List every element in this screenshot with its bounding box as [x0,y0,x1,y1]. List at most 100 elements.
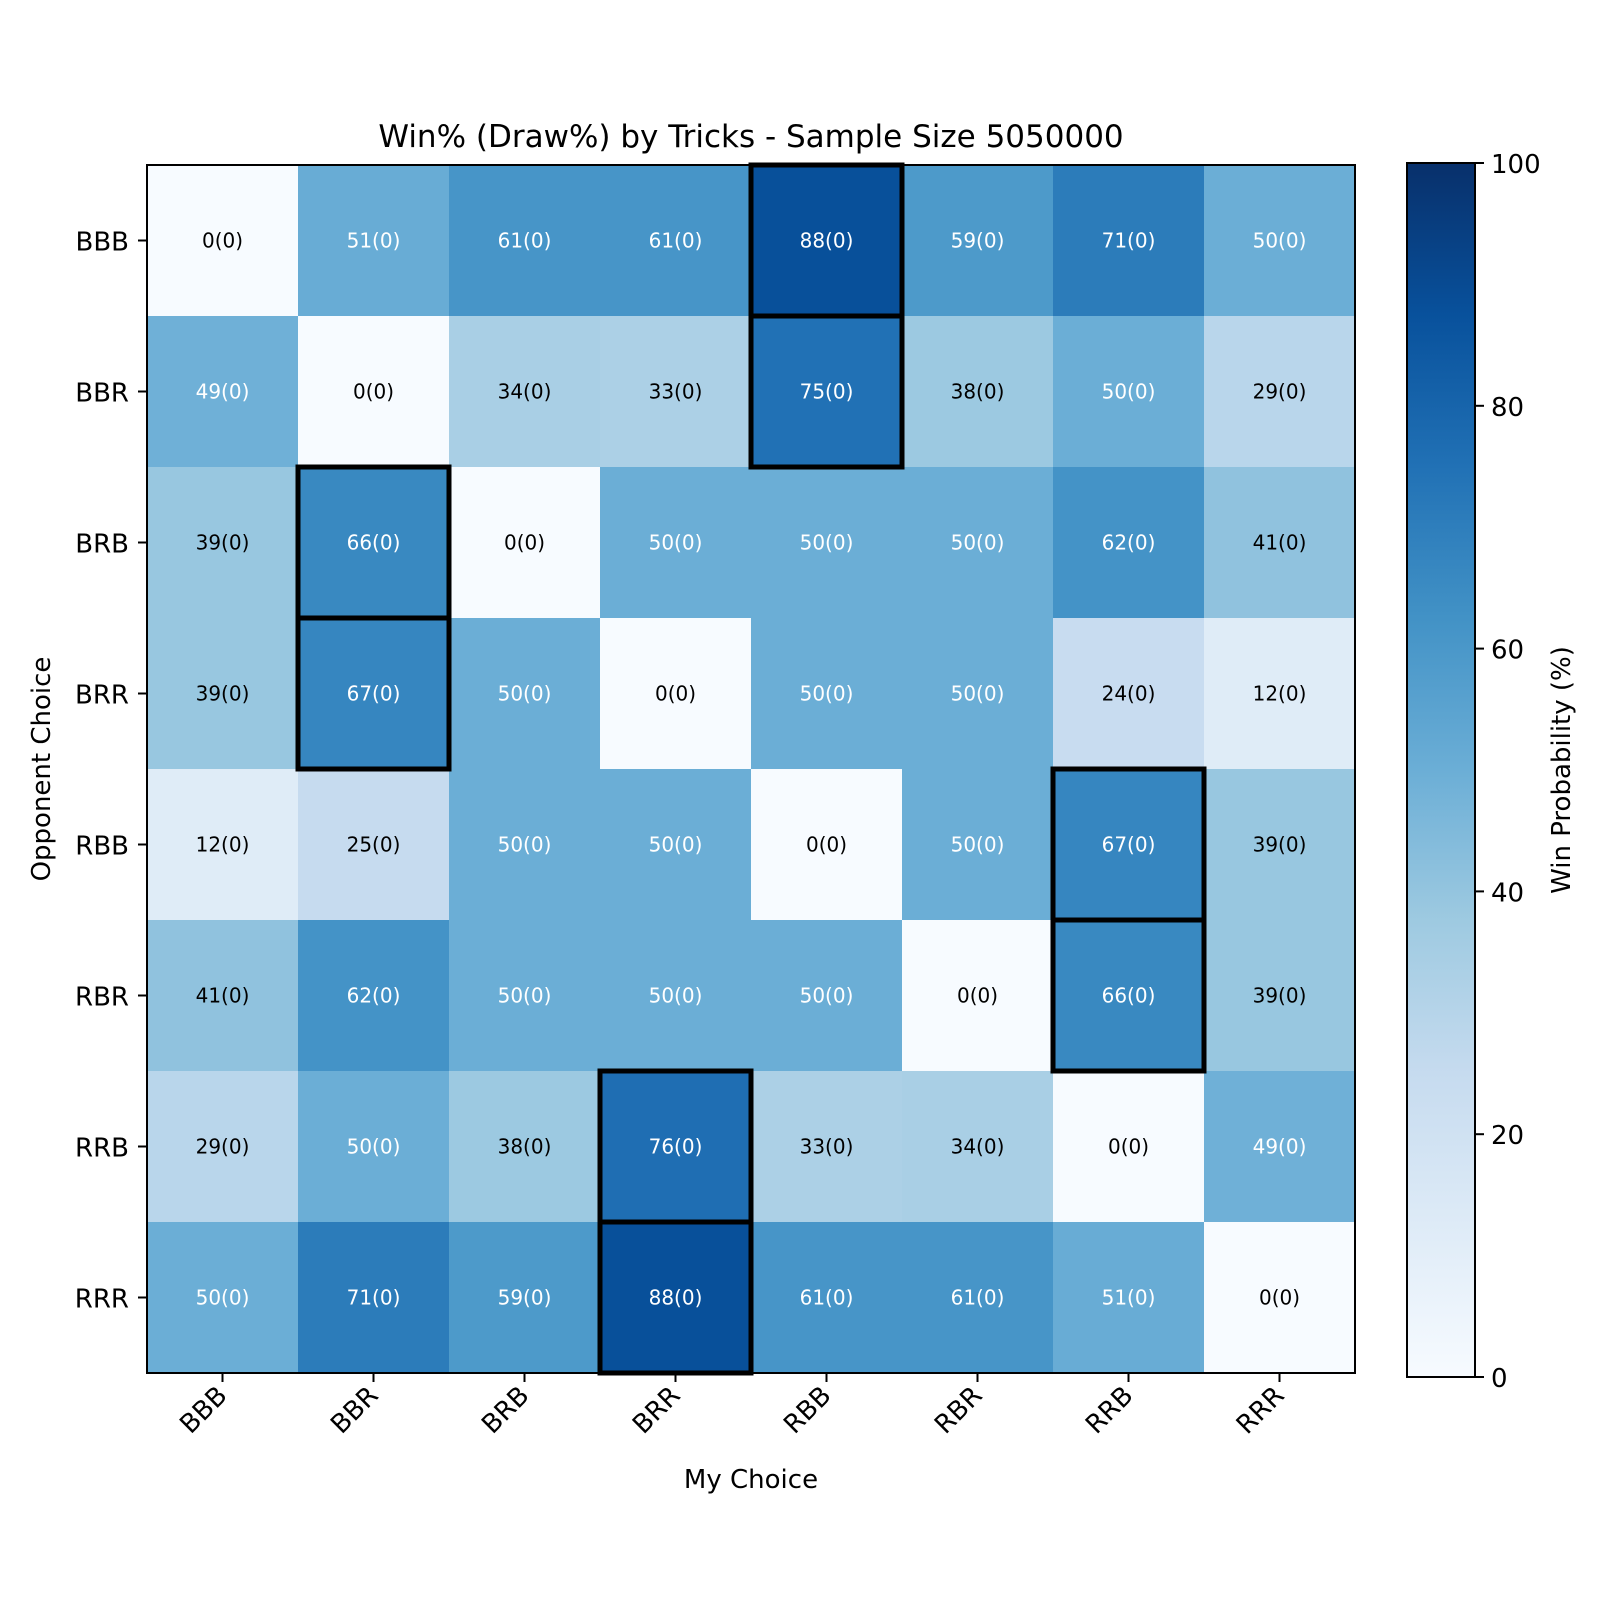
cell-value-label: 61(0) [800,1286,854,1310]
cell-value-label: 41(0) [196,984,250,1008]
heatmap-cell [751,920,903,1072]
heatmap-cell [1204,165,1356,317]
cell-value-label: 66(0) [1102,984,1156,1008]
heatmap-cells: 0(0) 51(0) 61(0) 61(0) 88(0) 59(0) 71(0) 50(0) 4… [147,165,1356,1374]
cell-value-label: 50(0) [1102,380,1156,404]
heatmap-cell [751,1222,903,1374]
x-tick-label: BRR [627,1381,686,1440]
heatmap-cell [1053,769,1205,921]
cell-value-label: 50(0) [951,682,1005,706]
y-tick-label: RBR [75,983,129,1013]
heatmap-cell [1204,1222,1356,1374]
cell-value-label: 0(0) [1259,1286,1300,1310]
cell-value-label: 0(0) [504,531,545,555]
cell-value-label: 50(0) [649,984,703,1008]
cell-value-label: 50(0) [649,531,703,555]
x-tick-label: RRB [1080,1381,1139,1440]
cell-value-label: 12(0) [1253,682,1307,706]
cell-value-label: 88(0) [800,229,854,253]
cell-value-label: 49(0) [1253,1135,1307,1159]
heatmap-cell [298,618,450,770]
heatmap-cell [751,618,903,770]
heatmap-cell [147,1222,299,1374]
y-tick-label: RBB [75,832,129,862]
heatmap-cell [1204,920,1356,1072]
cell-value-label: 51(0) [1102,1286,1156,1310]
cell-value-label: 50(0) [649,833,703,857]
heatmap-cell [147,618,299,770]
cell-value-label: 0(0) [353,380,394,404]
y-tick-label: BRR [75,681,129,711]
cell-value-label: 75(0) [800,380,854,404]
heatmap-cell [298,165,450,317]
heatmap-cell [147,165,299,317]
heatmap-cell [1053,1222,1205,1374]
x-axis: BBB BBR BRB BRR RBB RBR RRB RRR [174,1373,1290,1440]
cell-value-label: 67(0) [347,682,401,706]
cell-value-label: 39(0) [1253,984,1307,1008]
cell-value-label: 67(0) [1102,833,1156,857]
colorbar-tick-label: 80 [1491,393,1524,423]
highlight-box [295,615,452,772]
cell-value-label: 0(0) [655,682,696,706]
heatmap-cell [1204,467,1356,619]
heatmap-cell [449,165,601,317]
heatmap-cell [600,1071,752,1223]
cell-value-label: 38(0) [951,380,1005,404]
heatmap-cell [298,1071,450,1223]
heatmap-cell [147,1071,299,1223]
x-tick-label: RBR [929,1381,988,1440]
cell-value-label: 88(0) [649,1286,703,1310]
heatmap-cell [449,1071,601,1223]
y-axis-label: Opponent Choice [27,657,57,882]
colorbar: 0 20 40 60 80 100 [1406,150,1541,1394]
heatmap-cell [1204,316,1356,468]
cell-value-label: 29(0) [1253,380,1307,404]
cell-value-label: 0(0) [957,984,998,1008]
heatmap-cell [902,165,1054,317]
cell-value-label: 51(0) [347,229,401,253]
cell-value-label: 24(0) [1102,682,1156,706]
heatmap-cell [147,769,299,921]
cell-value-label: 0(0) [806,833,847,857]
cell-value-label: 59(0) [498,1286,552,1310]
chart-title: Win% (Draw%) by Tricks - Sample Size 505… [378,119,1123,155]
y-tick-label: BBB [75,228,129,258]
cell-value-label: 39(0) [1253,833,1307,857]
cell-value-label: 71(0) [347,1286,401,1310]
y-tick-label: RRR [75,1285,129,1315]
cell-value-label: 29(0) [196,1135,250,1159]
highlight-box [1050,917,1207,1074]
heatmap-cell [298,1222,450,1374]
cell-value-label: 66(0) [347,531,401,555]
x-axis-label: My Choice [684,1465,818,1495]
cell-value-label: 61(0) [498,229,552,253]
cell-value-label: 39(0) [196,682,250,706]
y-tick-label: BRB [75,530,129,560]
heatmap-cell [449,618,601,770]
plot-frame [146,164,1356,1374]
cell-value-label: 50(0) [951,833,1005,857]
colorbar-gradient [1406,162,1476,1378]
cell-value-label: 49(0) [196,380,250,404]
cell-value-label: 39(0) [196,531,250,555]
colorbar-tick-label: 40 [1491,878,1524,908]
heatmap-cell [1204,769,1356,921]
heatmap-cell [449,316,601,468]
cell-value-label: 33(0) [649,380,703,404]
heatmap-cell [600,165,752,317]
y-tick-label: BBR [75,379,129,409]
heatmap-cell [902,316,1054,468]
cell-value-label: 50(0) [196,1286,250,1310]
heatmap-cell [751,769,903,921]
heatmap-cell [449,920,601,1072]
heatmap-cell [147,467,299,619]
heatmap-cell [902,1071,1054,1223]
heatmap-cell [751,316,903,468]
heatmap-cell [902,920,1054,1072]
cell-value-label: 50(0) [951,531,1005,555]
heatmap-cell [449,1222,601,1374]
cell-value-label: 50(0) [800,531,854,555]
cell-value-label: 34(0) [951,1135,1005,1159]
